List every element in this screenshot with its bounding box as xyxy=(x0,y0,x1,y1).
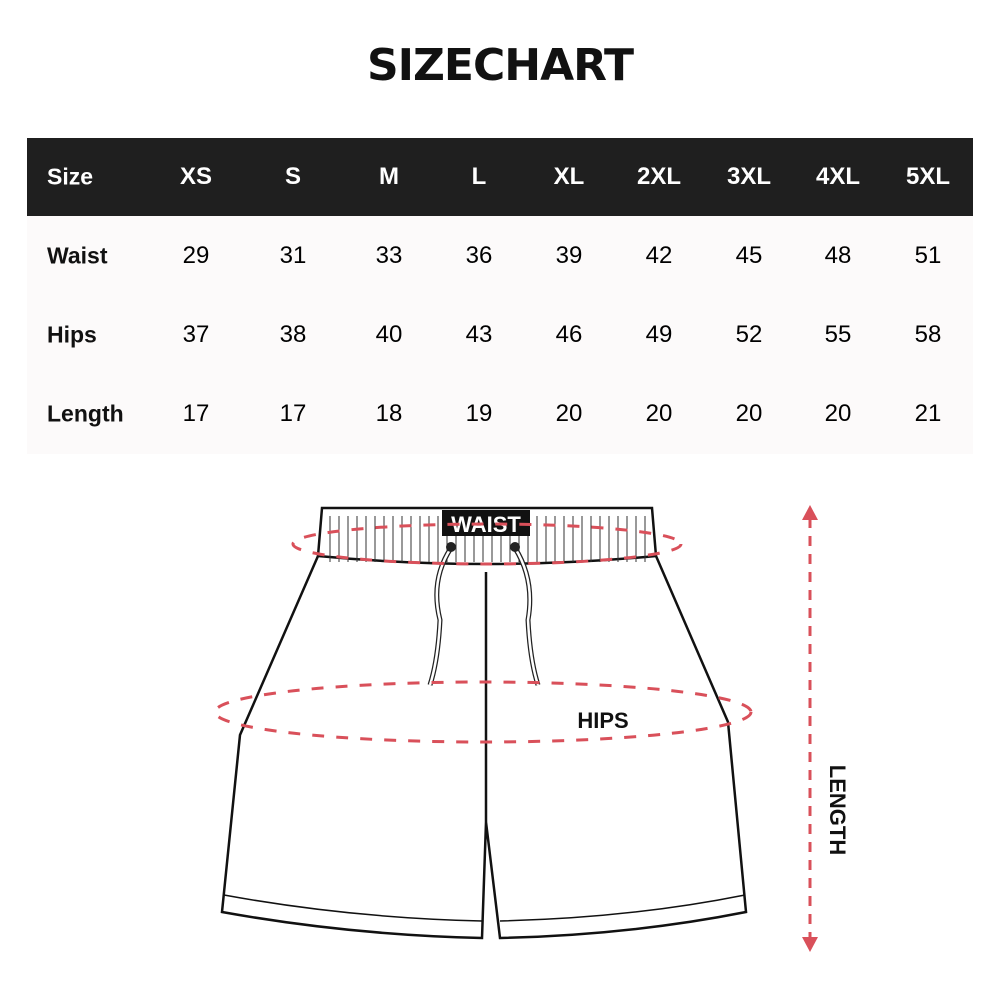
hips-measure-line xyxy=(213,680,753,744)
table-cell: 45 xyxy=(735,242,763,269)
table-cell: 42 xyxy=(645,242,673,269)
row-label: Hips xyxy=(47,321,97,348)
table-cell: 18 xyxy=(375,400,403,427)
header-size: XS xyxy=(179,163,213,190)
table-cell: 29 xyxy=(182,242,210,269)
header-size: 4XL xyxy=(815,163,861,190)
table-cell: 51 xyxy=(914,242,942,269)
header-size: 2XL xyxy=(636,163,682,190)
table-cell: 20 xyxy=(824,400,852,427)
table-cell: 20 xyxy=(645,400,673,427)
length-label: LENGTH xyxy=(825,765,850,855)
arrow-down-icon xyxy=(802,937,818,952)
table-cell: 58 xyxy=(914,321,942,348)
table-cell: 21 xyxy=(914,400,942,427)
table-cell: 17 xyxy=(279,400,307,427)
page-title: SIZECHART xyxy=(366,40,634,91)
header-size: L xyxy=(471,163,487,190)
table-cell: 40 xyxy=(375,321,403,348)
table-cell: 43 xyxy=(465,321,493,348)
arrow-up-icon xyxy=(802,505,818,520)
table-cell: 39 xyxy=(555,242,583,269)
table-cell: 31 xyxy=(279,242,307,269)
header-label: Size xyxy=(47,163,94,190)
table-cell: 20 xyxy=(735,400,763,427)
header-size: XL xyxy=(553,163,585,190)
table-cell: 49 xyxy=(645,321,673,348)
size-table: Size XS S M L XL 2XL 3XL 4XL 5XL Waist 29… xyxy=(27,138,973,454)
table-cell: 17 xyxy=(182,400,210,427)
table-cell: 55 xyxy=(824,321,852,348)
header-size: M xyxy=(379,163,399,190)
table-cell: 52 xyxy=(735,321,763,348)
waist-label: WAIST xyxy=(451,512,521,537)
table-cell: 48 xyxy=(824,242,852,269)
drawstrings xyxy=(427,546,541,686)
table-cell: 36 xyxy=(465,242,493,269)
table-cell: 20 xyxy=(555,400,583,427)
row-label: Length xyxy=(47,400,124,427)
header-size: 3XL xyxy=(726,163,772,190)
hips-label: HIPS xyxy=(577,708,628,733)
table-cell: 46 xyxy=(555,321,583,348)
table-cell: 33 xyxy=(375,242,403,269)
table-cell: 37 xyxy=(182,321,210,348)
table-cell: 38 xyxy=(279,321,307,348)
header-size: 5XL xyxy=(905,163,951,190)
shorts-outline xyxy=(220,506,748,940)
row-label: Waist xyxy=(47,242,108,269)
header-size: S xyxy=(284,163,302,190)
table-header-row: Size XS S M L XL 2XL 3XL 4XL 5XL xyxy=(27,138,973,216)
table-body: Waist 29 31 33 36 39 42 45 48 51 Hips 37 38 40 43 46 49 5… xyxy=(27,216,973,454)
waist-measure-line xyxy=(291,522,683,566)
table-cell: 19 xyxy=(465,400,493,427)
